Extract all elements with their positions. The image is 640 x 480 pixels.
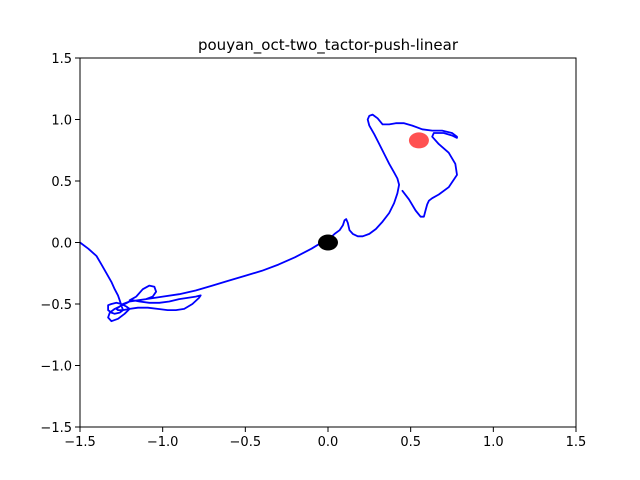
y-tick-label: 1.5 [51,52,72,67]
y-tick-label: −0.5 [40,298,72,313]
target-marker [408,132,429,149]
y-tick-label: −1.0 [40,360,72,375]
x-tick-label: 1.5 [566,435,587,450]
y-tick-label: 0.0 [51,237,72,252]
x-tick-label: −1.0 [147,435,179,450]
axes: −1.5 −1.0 −0.5 0.0 0.5 1.0 1.5 −1.5 −1.0 −0.5 0.0 0… [40,52,586,450]
y-tick-label: 1.0 [51,114,72,129]
x-tick-label: 0.5 [400,435,421,450]
x-tick-label: 0.0 [318,435,339,450]
x-tick-label: −1.5 [64,435,96,450]
x-tick-label: −0.5 [230,435,262,450]
y-tick-label: −1.5 [40,421,72,436]
start-marker [318,234,338,251]
chart-title: pouyan_oct-two_tactor-push-linear [198,36,459,55]
trajectory-line [79,113,458,323]
y-tick-label: 0.5 [51,175,72,190]
x-tick-label: 1.0 [483,435,504,450]
plot-area [79,113,458,323]
